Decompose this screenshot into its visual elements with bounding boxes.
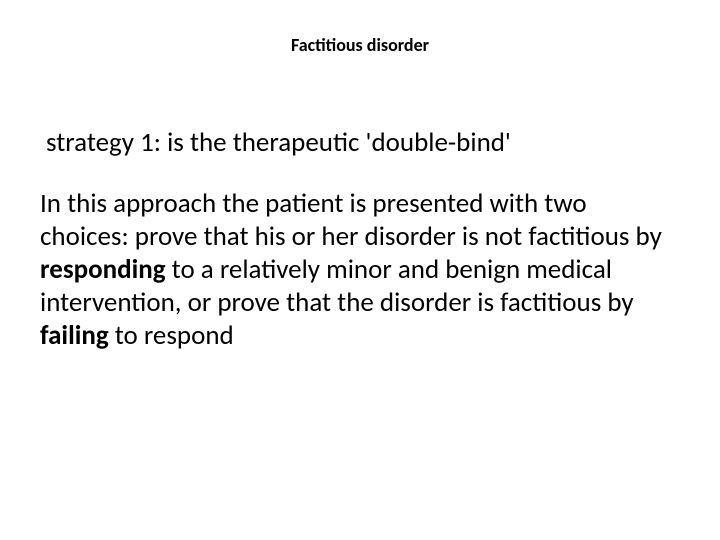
slide: Factitious disorder strategy 1: is the t…	[0, 0, 720, 540]
body-bold-1: responding	[40, 253, 166, 286]
body-bold-2: failing	[40, 319, 109, 352]
slide-title: Factitious disorder	[40, 34, 680, 56]
slide-subtitle: strategy 1: is the therapeutic 'double-b…	[46, 126, 680, 160]
slide-body: In this approach the patient is presente…	[40, 188, 680, 353]
body-text-3: to respond	[109, 319, 234, 352]
body-text-1: In this approach the patient is presente…	[40, 187, 662, 253]
